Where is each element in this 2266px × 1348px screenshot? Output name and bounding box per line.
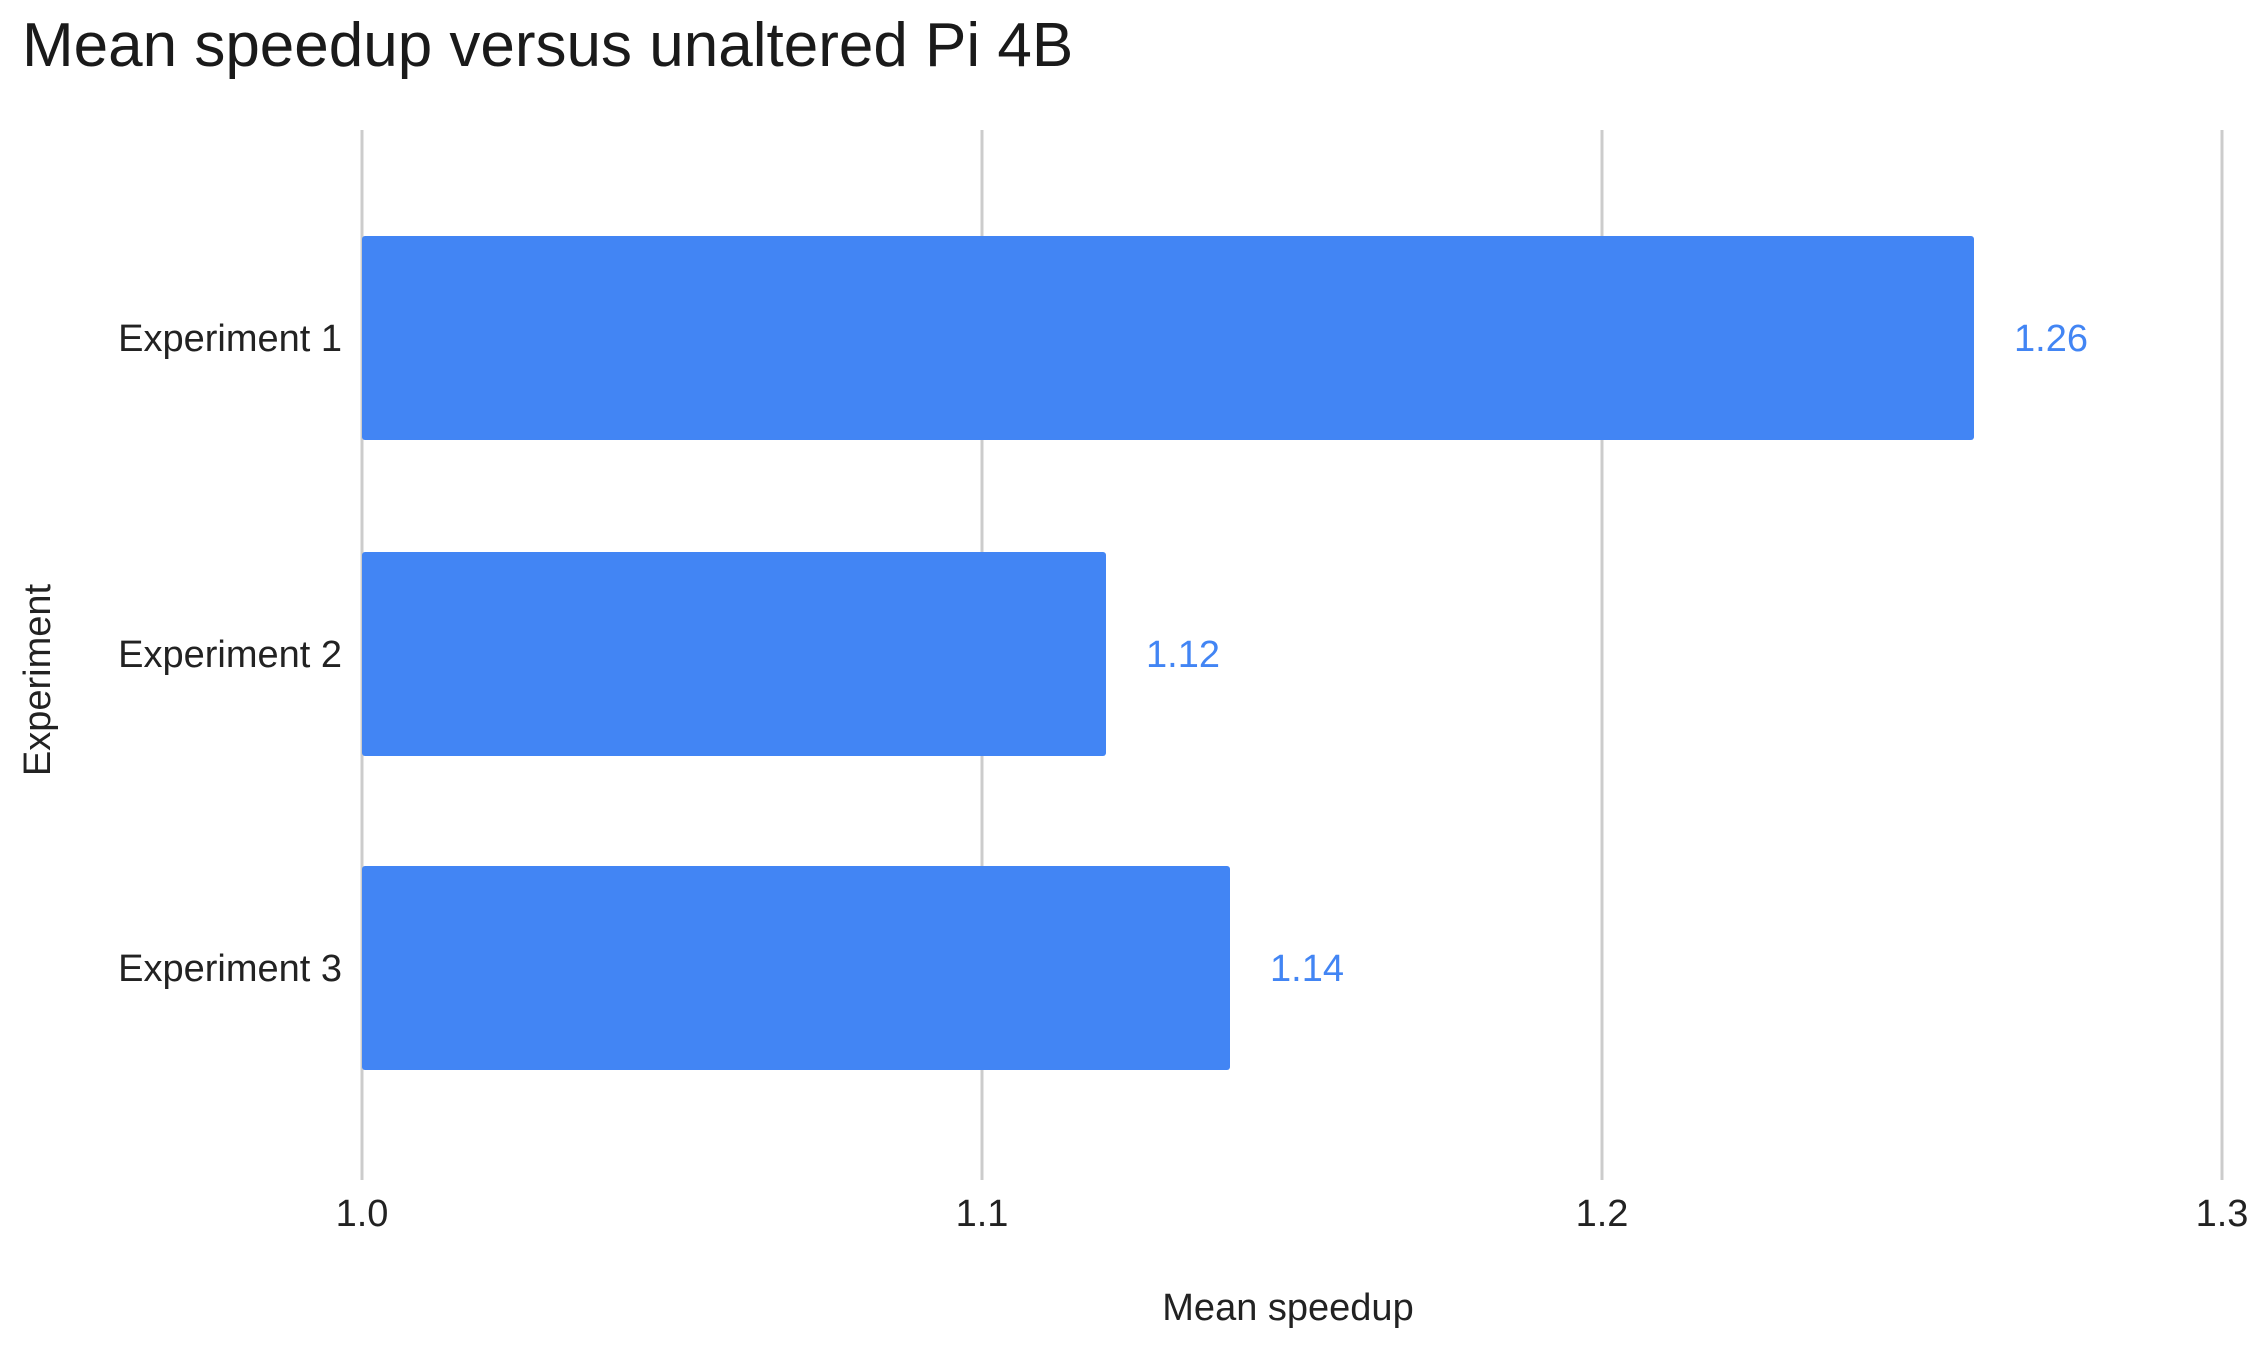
category-label: Experiment 2 [118, 634, 342, 676]
bar [362, 552, 1106, 756]
data-labels: 1.26 1.12 1.14 [1146, 318, 2088, 990]
data-label: 1.26 [2014, 318, 2088, 360]
data-label: 1.14 [1270, 948, 1344, 990]
x-axis-ticks: 1.0 1.1 1.2 1.3 [336, 1193, 2249, 1235]
category-labels: Experiment 1 Experiment 2 Experiment 3 [118, 318, 342, 990]
bar [362, 866, 1230, 1070]
y-axis-title: Experiment [17, 583, 59, 776]
x-axis-title: Mean speedup [1162, 1287, 1413, 1329]
chart-title: Mean speedup versus unaltered Pi 4B [22, 11, 1073, 80]
x-tick-label: 1.3 [2196, 1193, 2249, 1235]
bar [362, 236, 1974, 440]
category-label: Experiment 1 [118, 318, 342, 360]
x-tick-label: 1.1 [956, 1193, 1009, 1235]
x-tick-label: 1.0 [336, 1193, 389, 1235]
data-label: 1.12 [1146, 634, 1220, 676]
category-label: Experiment 3 [118, 948, 342, 990]
x-tick-label: 1.2 [1576, 1193, 1629, 1235]
bars [362, 236, 1974, 1070]
